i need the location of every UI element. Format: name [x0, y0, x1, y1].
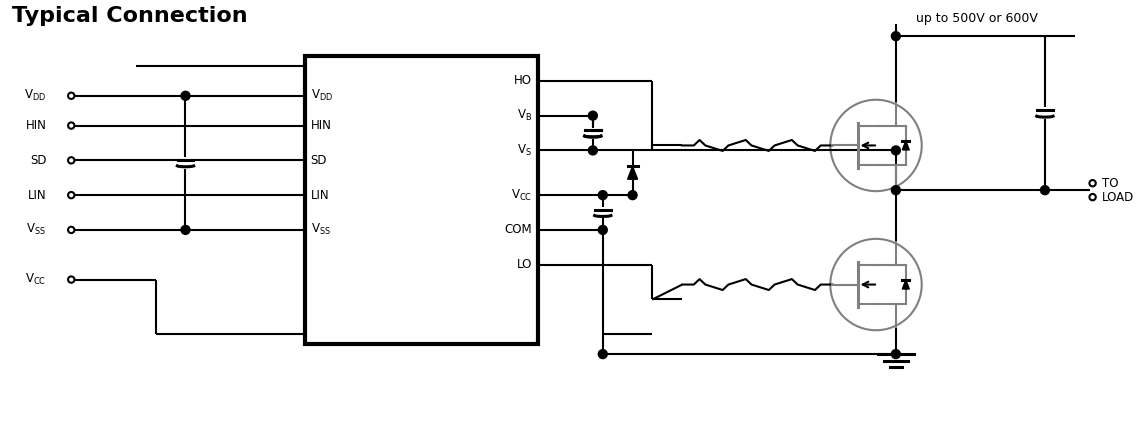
Circle shape	[588, 146, 597, 155]
Circle shape	[891, 146, 901, 155]
Text: $\mathregular{V_{CC}}$: $\mathregular{V_{CC}}$	[511, 187, 532, 203]
Circle shape	[830, 239, 922, 330]
Text: $\mathregular{V_{CC}}$: $\mathregular{V_{CC}}$	[25, 272, 47, 287]
Circle shape	[1090, 194, 1096, 200]
Text: HIN: HIN	[311, 119, 332, 132]
Text: LO: LO	[516, 258, 532, 271]
Text: HO: HO	[514, 74, 532, 87]
Text: $\mathregular{V_{SS}}$: $\mathregular{V_{SS}}$	[26, 222, 47, 237]
Polygon shape	[903, 141, 910, 150]
Text: SD: SD	[30, 154, 47, 167]
Text: $\mathregular{V_B}$: $\mathregular{V_B}$	[518, 108, 532, 123]
Text: TO: TO	[1101, 177, 1118, 190]
Circle shape	[588, 111, 597, 120]
Circle shape	[68, 157, 74, 163]
Circle shape	[891, 32, 901, 40]
Text: $\mathregular{V_{SS}}$: $\mathregular{V_{SS}}$	[311, 222, 331, 237]
Circle shape	[1041, 186, 1050, 195]
Text: LOAD: LOAD	[1101, 190, 1134, 204]
Text: COM: COM	[505, 224, 532, 236]
Text: up to 500V or 600V: up to 500V or 600V	[915, 12, 1037, 25]
Circle shape	[598, 190, 608, 200]
Circle shape	[598, 350, 608, 359]
Circle shape	[891, 350, 901, 359]
Circle shape	[68, 192, 74, 198]
Circle shape	[830, 100, 922, 191]
Text: Typical Connection: Typical Connection	[11, 6, 247, 26]
Circle shape	[68, 92, 74, 99]
Circle shape	[181, 225, 190, 234]
Circle shape	[68, 123, 74, 129]
Text: SD: SD	[311, 154, 327, 167]
Text: $\mathregular{V_S}$: $\mathregular{V_S}$	[518, 143, 532, 158]
Circle shape	[68, 276, 74, 283]
Text: $\mathregular{V_{DD}}$: $\mathregular{V_{DD}}$	[311, 88, 333, 103]
Circle shape	[1090, 180, 1096, 186]
Polygon shape	[903, 280, 910, 289]
Circle shape	[891, 186, 901, 195]
Circle shape	[598, 225, 608, 234]
Text: LIN: LIN	[27, 189, 47, 202]
Text: $\mathregular{V_{DD}}$: $\mathregular{V_{DD}}$	[24, 88, 47, 103]
FancyBboxPatch shape	[304, 56, 538, 344]
Text: LIN: LIN	[311, 189, 329, 202]
Text: HIN: HIN	[25, 119, 47, 132]
Polygon shape	[628, 166, 637, 179]
Circle shape	[181, 91, 190, 100]
Circle shape	[68, 227, 74, 233]
Circle shape	[628, 190, 637, 200]
